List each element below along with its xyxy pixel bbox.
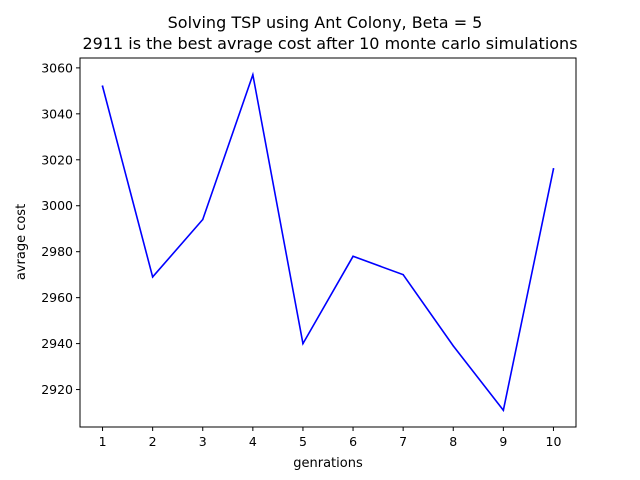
data-point <box>502 409 505 412</box>
data-point <box>352 255 354 258</box>
y-axis-ticks: 2920 2940 2960 2980 3000 3020 3040 3060 <box>41 60 80 397</box>
data-point <box>151 276 154 278</box>
chart-subtitle: 2911 is the best avrage cost after 10 mo… <box>82 34 577 53</box>
y-tick-label: 3040 <box>41 106 73 121</box>
series-layer <box>101 71 555 413</box>
y-tick-label: 3020 <box>41 152 73 167</box>
data-point <box>552 168 555 170</box>
x-tick-label: 3 <box>199 434 207 449</box>
data-point <box>302 342 304 345</box>
y-tick-label: 2960 <box>41 290 73 305</box>
x-axis-ticks: 1 2 3 4 5 6 7 8 9 10 <box>99 427 562 449</box>
y-tick-label: 3060 <box>41 60 73 75</box>
data-point <box>452 345 455 347</box>
x-tick-label: 2 <box>149 434 157 449</box>
data-point <box>252 73 254 76</box>
data-point <box>101 85 104 88</box>
chart-title: Solving TSP using Ant Colony, Beta = 5 <box>168 13 483 32</box>
x-tick-label: 9 <box>499 434 507 449</box>
y-tick-label: 2980 <box>41 244 73 259</box>
x-axis-label: genrations <box>293 456 363 471</box>
y-tick-label: 2940 <box>41 336 73 351</box>
y-tick-label: 3000 <box>41 198 73 213</box>
x-tick-label: 8 <box>449 434 457 449</box>
x-tick-label: 4 <box>249 434 257 449</box>
data-point <box>201 218 204 221</box>
data-point <box>402 273 404 276</box>
x-tick-label: 6 <box>349 434 357 449</box>
y-tick-label: 2920 <box>41 382 73 397</box>
series-line <box>101 71 555 413</box>
x-tick-label: 5 <box>299 434 307 449</box>
x-tick-label: 7 <box>399 434 407 449</box>
x-tick-label: 1 <box>99 434 107 449</box>
x-tick-label: 10 <box>546 434 562 449</box>
plot-area-frame <box>79 57 577 428</box>
y-axis-label: avrage cost <box>14 204 29 280</box>
